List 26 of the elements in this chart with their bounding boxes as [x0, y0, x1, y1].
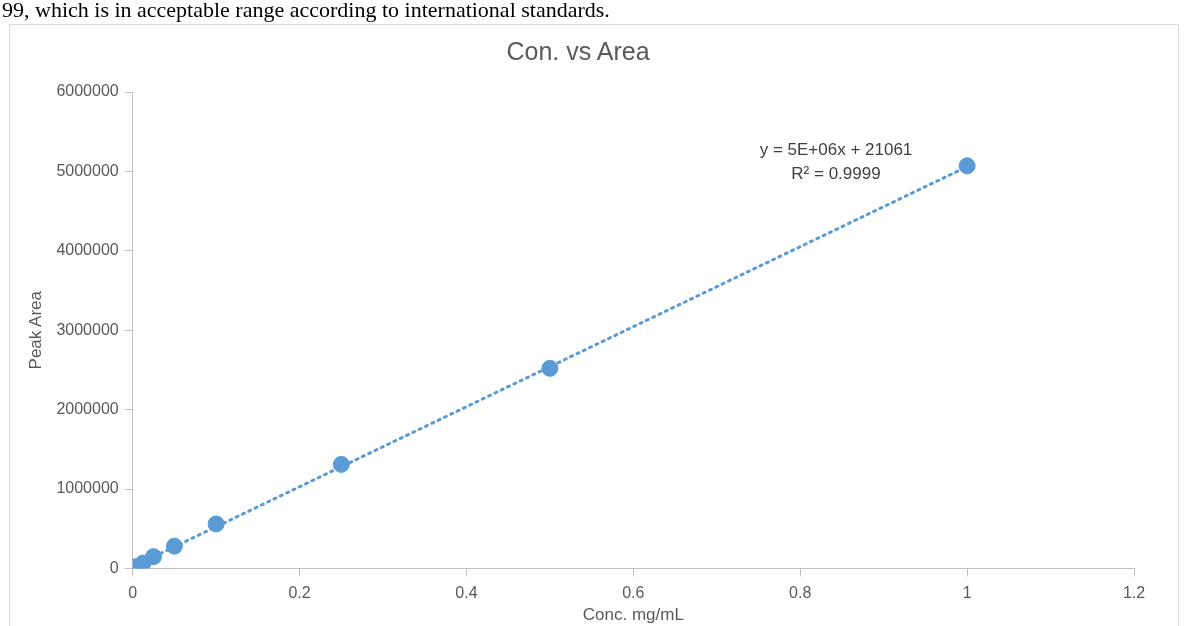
x-axis-title: Conc. mg/mL — [582, 605, 684, 625]
point — [207, 515, 225, 533]
y-tick-label: 0 — [109, 558, 119, 576]
point — [165, 537, 183, 555]
annotation: y = 5E+06x + 21061 — [759, 139, 913, 159]
y-tick-label: 2000000 — [56, 400, 119, 418]
x-tick-label: 1 — [962, 584, 972, 602]
chart-title: Con. vs Area — [506, 36, 650, 65]
point — [541, 359, 559, 377]
x-tick-label: 0 — [128, 584, 138, 602]
x-tick-label: 0.8 — [789, 584, 812, 602]
y-tick-label: 1000000 — [56, 479, 119, 497]
annotation: R² = 0.9999 — [791, 163, 881, 183]
text: 99, which is in acceptable range according to international standards. — [2, 0, 610, 22]
x-tick-label: 0.6 — [622, 584, 645, 602]
point — [145, 548, 163, 566]
x-tick-label: 0.2 — [288, 584, 311, 602]
y-tick-label: 3000000 — [56, 320, 119, 338]
x-tick-label: 0.4 — [455, 584, 478, 602]
y-tick-label: 6000000 — [56, 82, 119, 100]
point — [958, 157, 976, 175]
point — [332, 455, 350, 473]
y-tick-label: 5000000 — [56, 161, 119, 179]
y-axis-title: Peak Area — [25, 290, 45, 370]
y-tick-label: 4000000 — [56, 241, 119, 259]
x-tick-label: 1.2 — [1122, 584, 1146, 602]
